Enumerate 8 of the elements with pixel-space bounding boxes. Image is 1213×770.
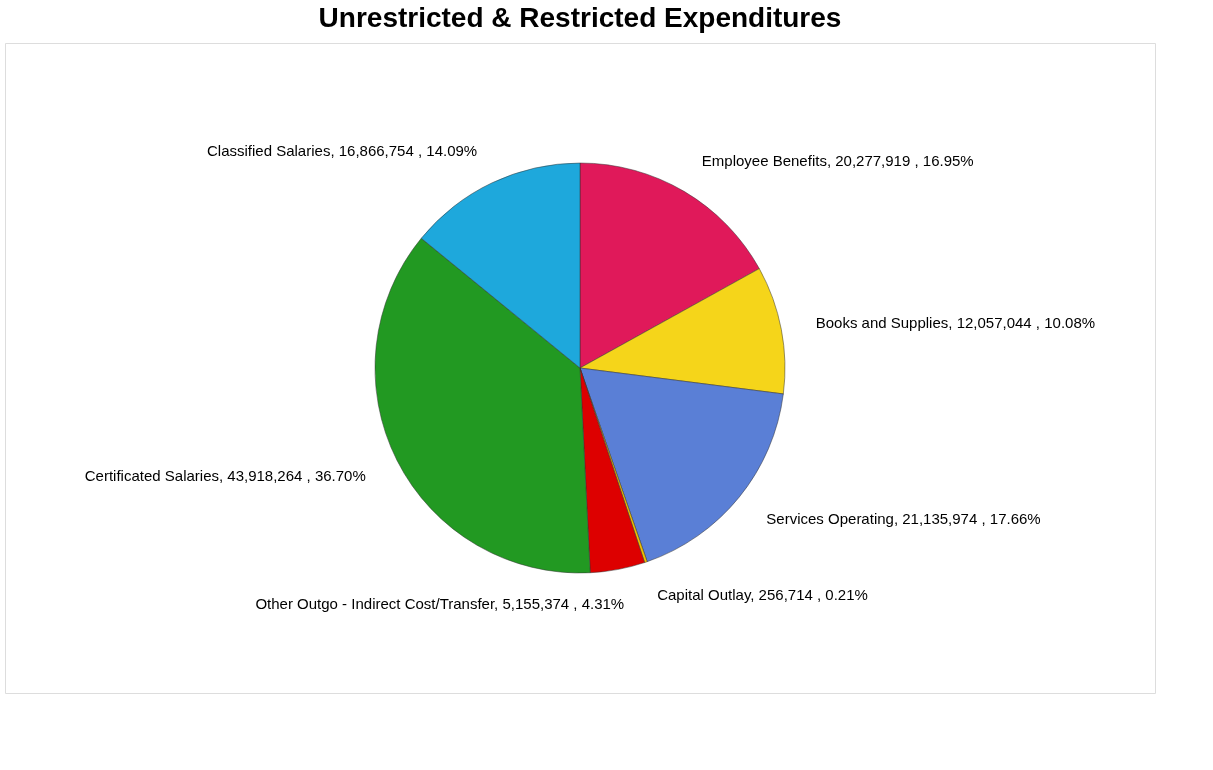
slice-label: Other Outgo - Indirect Cost/Transfer, 5,155,374 , 4.31% [255, 594, 625, 612]
slice-label: Capital Outlay, 256,714 , 0.21% [657, 586, 868, 604]
slice-label: Employee Benefits, 20,277,919 , 16.95% [701, 152, 974, 170]
slice-label: Classified Salaries, 16,866,754 , 14.09% [207, 142, 478, 160]
chart-title: Unrestricted & Restricted Expenditures [318, 2, 842, 33]
slice-label: Services Operating, 21,135,974 , 17.66% [766, 510, 1041, 528]
slice-label: Certificated Salaries, 43,918,264 , 36.70% [84, 467, 366, 485]
slice-label: Books and Supplies, 12,057,044 , 10.08% [815, 313, 1096, 331]
